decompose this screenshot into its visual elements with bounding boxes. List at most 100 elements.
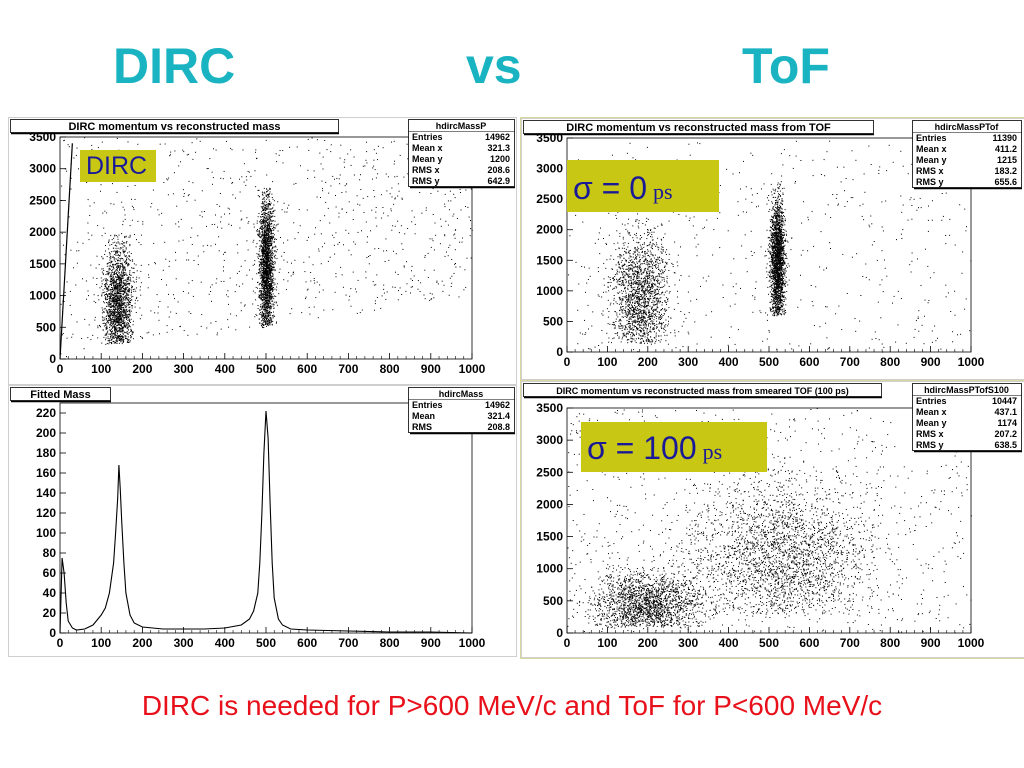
scatter-point	[261, 226, 263, 228]
scatter-point	[131, 198, 132, 200]
scatter-point	[295, 183, 297, 184]
scatter-point	[272, 181, 274, 183]
scatter-point	[75, 154, 77, 156]
scatter-point	[360, 189, 362, 190]
scatter-point	[116, 273, 117, 275]
scatter-point	[124, 292, 126, 294]
scatter-point	[178, 240, 180, 242]
scatter-point	[105, 324, 107, 325]
scatter-point	[115, 276, 117, 278]
scatter-point	[630, 304, 632, 306]
scatter-point	[262, 216, 263, 218]
scatter-point	[116, 245, 118, 247]
scatter-point	[116, 298, 118, 300]
scatter-point	[105, 274, 107, 276]
scatter-point	[265, 317, 267, 319]
scatter-point	[125, 255, 127, 257]
scatter-point	[128, 297, 130, 299]
scatter-point	[269, 212, 271, 214]
scatter-point	[101, 307, 103, 309]
scatter-point	[127, 290, 129, 292]
scatter-point	[267, 290, 269, 292]
scatter-point	[617, 256, 619, 258]
scatter-point	[265, 208, 267, 210]
scatter-point	[645, 290, 647, 292]
scatter-point	[400, 225, 402, 227]
scatter-point	[120, 278, 122, 280]
scatter-point	[260, 240, 262, 242]
scatter-point	[112, 335, 114, 337]
scatter-point	[263, 262, 265, 264]
scatter-point	[266, 288, 268, 290]
scatter-point	[264, 303, 266, 305]
scatter-point	[107, 322, 109, 323]
scatter-point	[264, 290, 266, 292]
scatter-point	[263, 309, 265, 311]
scatter-point	[273, 240, 275, 242]
scatter-point	[272, 251, 273, 253]
scatter-point	[338, 212, 340, 214]
scatter-point	[260, 292, 262, 294]
scatter-point	[122, 330, 124, 332]
scatter-point	[271, 222, 273, 224]
scatter-point	[126, 318, 127, 320]
scatter-point	[270, 294, 272, 296]
scatter-point	[264, 315, 265, 317]
scatter-point	[124, 256, 126, 258]
scatter-point	[113, 294, 115, 296]
scatter-point	[324, 242, 326, 244]
scatter-point	[110, 323, 111, 325]
scatter-point	[129, 301, 130, 303]
scatter-point	[191, 280, 193, 282]
scatter-point	[404, 233, 406, 235]
scatter-point	[263, 248, 264, 250]
scatter-point	[101, 285, 103, 287]
scatter-point	[118, 278, 120, 280]
scatter-point	[168, 177, 170, 179]
scatter-point	[268, 240, 270, 242]
scatter-point	[631, 259, 633, 261]
scatter-point	[626, 317, 628, 318]
scatter-point	[625, 336, 627, 338]
scatter-point	[621, 298, 623, 300]
scatter-point	[271, 262, 273, 264]
scatter-point	[175, 278, 177, 280]
scatter-point	[268, 222, 270, 224]
scatter-point	[119, 285, 121, 287]
scatter-point	[257, 235, 259, 236]
scatter-point	[128, 323, 130, 325]
scatter-point	[132, 320, 134, 322]
scatter-point	[201, 314, 203, 316]
scatter-point	[106, 322, 108, 324]
scatter-point	[119, 269, 121, 271]
scatter-point	[117, 279, 119, 280]
scatter-point	[128, 290, 130, 292]
scatter-point	[263, 286, 265, 288]
scatter-point	[126, 258, 128, 260]
scatter-point	[124, 299, 126, 301]
scatter-point	[108, 315, 110, 317]
scatter-point	[135, 312, 137, 313]
scatter-point	[120, 284, 122, 286]
scatter-point	[260, 293, 262, 295]
scatter-point	[116, 325, 118, 327]
scatter-point	[136, 270, 138, 272]
scatter-point	[161, 224, 163, 226]
scatter-point	[119, 312, 121, 314]
scatter-point	[235, 197, 236, 199]
scatter-point	[267, 233, 269, 235]
scatter-point	[266, 224, 268, 226]
scatter-point	[269, 298, 271, 300]
scatter-point	[263, 198, 265, 200]
scatter-point	[264, 214, 266, 216]
scatter-point	[118, 319, 120, 321]
scatter-point	[309, 313, 311, 315]
scatter-point	[270, 292, 272, 294]
scatter-point	[239, 191, 241, 193]
scatter-point	[131, 259, 133, 261]
scatter-point	[448, 294, 450, 296]
scatter-point	[113, 281, 115, 283]
scatter-point	[382, 147, 384, 149]
scatter-point	[137, 220, 139, 222]
scatter-point	[119, 340, 121, 341]
